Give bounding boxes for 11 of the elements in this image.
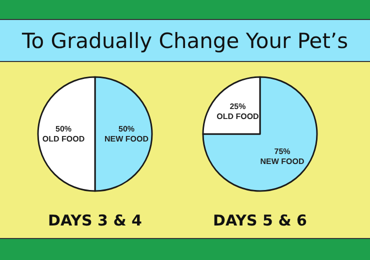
slice-label: OLD FOOD xyxy=(216,112,260,122)
slice-label: NEW FOOD xyxy=(260,156,304,166)
data-label: 25% xyxy=(230,102,246,112)
text: DAYS 5 & 6 xyxy=(213,212,307,230)
slice-label: NEW FOOD xyxy=(104,134,149,144)
data-label: 50% xyxy=(55,124,72,134)
text: DAYS 3 & 4 xyxy=(48,212,142,230)
text: To Gradually Change Your Pet’s xyxy=(22,28,348,52)
data-label: 75% xyxy=(274,146,290,156)
data-label: 50% xyxy=(118,124,135,134)
slice-label: OLD FOOD xyxy=(42,134,85,144)
